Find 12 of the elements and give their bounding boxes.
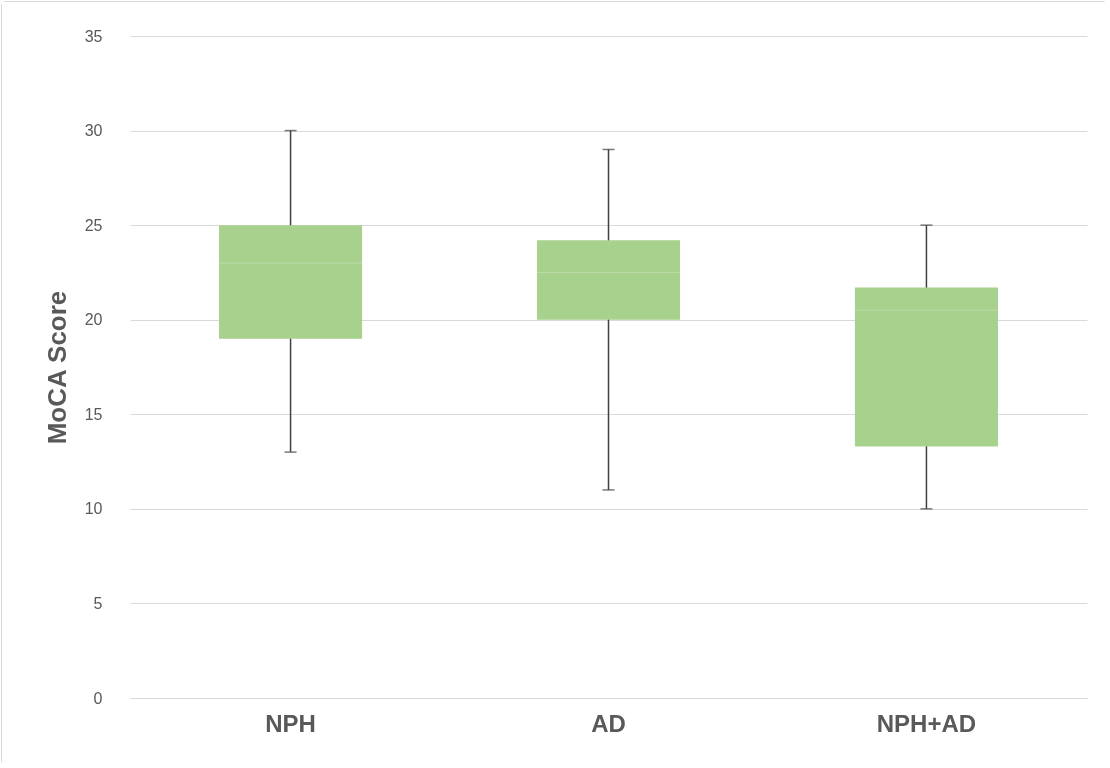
- x-tick-label: NPH+AD: [876, 709, 977, 737]
- y-tick-label: 35: [84, 27, 103, 45]
- y-tick-label: 15: [84, 405, 103, 423]
- y-tick-label: 20: [84, 311, 103, 329]
- x-tick-label: NPH: [265, 709, 316, 737]
- y-axis-title: MoCA Score: [41, 290, 72, 445]
- y-tick-label: 25: [84, 216, 103, 234]
- y-tick-label: 0: [93, 689, 103, 707]
- y-tick-label: 30: [84, 122, 103, 140]
- x-tick-label: AD: [591, 709, 626, 737]
- y-tick-label: 5: [93, 594, 103, 612]
- y-tick-label: 10: [84, 500, 103, 518]
